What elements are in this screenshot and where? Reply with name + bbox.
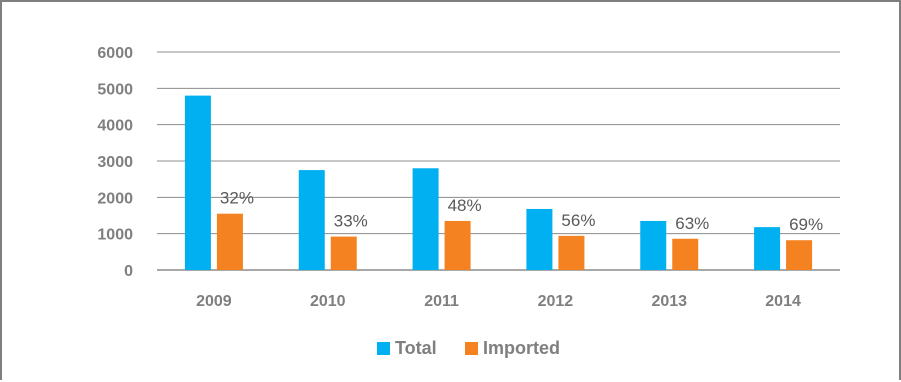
data-labels: 32% 33% 48% 56% 63% 69% (220, 189, 823, 235)
bar-imported (786, 240, 813, 270)
bars (184, 95, 813, 270)
x-tick-label: 2014 (765, 293, 801, 310)
data-label: 56% (561, 211, 595, 230)
x-tick-label: 2012 (538, 293, 574, 310)
bar-imported (672, 238, 699, 270)
bar-total (640, 220, 667, 270)
legend: Total Imported (377, 338, 560, 358)
x-tick-label: 2011 (424, 293, 459, 310)
legend-swatch (377, 342, 390, 355)
x-tick-label: 2009 (196, 293, 232, 310)
y-tick-label: 6000 (97, 45, 133, 62)
bar-imported (330, 236, 357, 270)
y-tick-label: 0 (124, 263, 133, 280)
data-label: 69% (789, 215, 823, 234)
grid-lines (157, 51, 840, 271)
y-axis-ticks: 0 1000 2000 3000 4000 5000 6000 (97, 45, 133, 280)
x-tick-label: 2013 (651, 293, 687, 310)
y-tick-label: 1000 (97, 227, 133, 244)
bar-total (298, 170, 325, 270)
x-tick-label: 2010 (310, 293, 346, 310)
bar-total (412, 168, 439, 270)
bar-imported (558, 235, 585, 270)
legend-label: Total (395, 338, 437, 358)
bar-imported (444, 220, 471, 270)
bar-imported (216, 213, 243, 270)
y-tick-label: 5000 (97, 81, 133, 98)
y-tick-label: 2000 (97, 190, 133, 207)
data-label: 33% (334, 212, 368, 231)
data-label: 48% (448, 196, 482, 215)
legend-label: Imported (483, 338, 560, 358)
bar-total (526, 208, 553, 270)
y-tick-label: 4000 (97, 118, 133, 135)
bar-total (754, 227, 781, 270)
y-tick-label: 3000 (97, 154, 133, 171)
x-axis-ticks: 2009 2010 2011 2012 2013 2014 (196, 293, 801, 310)
legend-swatch (465, 342, 478, 355)
bar-total (184, 95, 211, 270)
data-label: 63% (675, 214, 709, 233)
data-label: 32% (220, 189, 254, 208)
